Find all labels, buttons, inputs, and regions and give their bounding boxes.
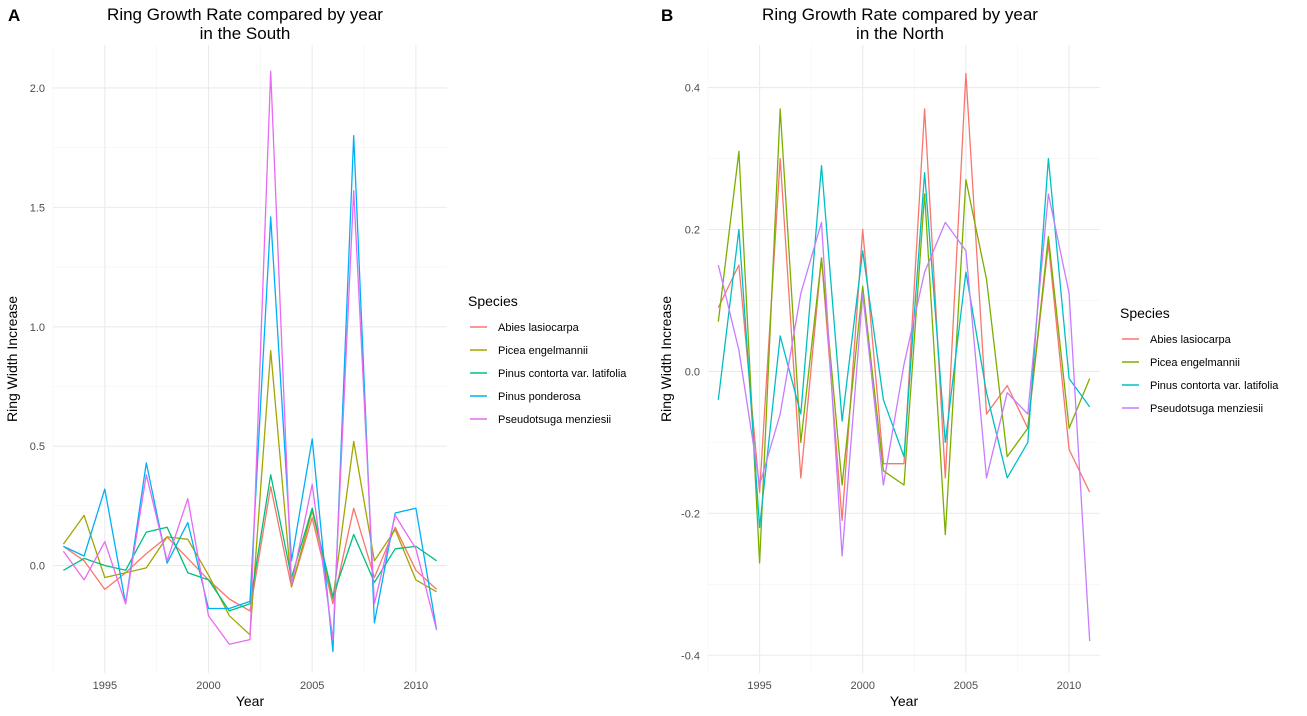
legend-label: Abies lasiocarpa [1150, 334, 1232, 346]
x-axis-title: Year [890, 693, 919, 709]
x-tick-label: 2010 [404, 680, 428, 692]
y-tick-label: 0.0 [685, 366, 700, 378]
y-tick-label: -0.2 [681, 508, 700, 520]
x-tick-label: 2005 [954, 680, 978, 692]
x-axis-title: Year [236, 693, 265, 709]
y-tick-label: 0.2 [685, 224, 700, 236]
panel-letter: B [661, 6, 673, 25]
series-line-pseudotsuga-menziesii [62, 70, 438, 645]
legend-label: Picea engelmannii [498, 345, 588, 357]
legend-label: Pinus contorta var. latifolia [1150, 380, 1279, 392]
legend-label: Abies lasiocarpa [498, 322, 580, 334]
x-tick-label: 2005 [300, 680, 324, 692]
chart-title-line: Ring Growth Rate compared by year [762, 5, 1038, 24]
series-line-pseudotsuga-menziesii [717, 193, 1091, 642]
chart-title-line: Ring Growth Rate compared by year [107, 5, 383, 24]
legend-label: Pinus contorta var. latifolia [498, 368, 627, 380]
x-tick-label: 1995 [93, 680, 117, 692]
y-tick-label: 0.0 [30, 561, 45, 573]
legend-label: Picea engelmannii [1150, 357, 1240, 369]
legend-label: Pseudotsuga menziesii [1150, 403, 1263, 415]
chart-title-line: in the North [856, 24, 944, 43]
y-tick-label: -0.4 [681, 650, 700, 662]
y-tick-label: 1.5 [30, 202, 45, 214]
legend-title: Species [468, 293, 518, 309]
legend: Species Abies lasiocarpa Picea engelmannii… [1120, 305, 1279, 415]
panel-a: 1995 2000 2005 2010 0.0 0.5 1.0 1.5 2.0 A Ring Gro… [4, 5, 627, 709]
y-tick-label: 1.0 [30, 322, 45, 334]
legend-title: Species [1120, 305, 1170, 321]
y-axis-title: Ring Width Increase [4, 296, 20, 422]
chart-title: Ring Growth Rate compared by year in the … [762, 5, 1038, 43]
x-tick-label: 1995 [747, 680, 771, 692]
x-tick-label: 2000 [850, 680, 874, 692]
panel-letter: A [8, 6, 20, 25]
y-tick-label: 2.0 [30, 83, 45, 95]
legend-label: Pinus ponderosa [498, 391, 581, 403]
y-axis-title: Ring Width Increase [658, 296, 674, 422]
legend: Species Abies lasiocarpa Picea engelmannii… [468, 293, 627, 426]
x-tick-label: 2000 [196, 680, 220, 692]
panel-b: 1995 2000 2005 2010 -0.4 -0.2 0.0 0.2 0.4 B Ring G… [658, 5, 1279, 709]
x-tick-label: 2010 [1057, 680, 1081, 692]
y-tick-label: 0.4 [685, 83, 700, 95]
series-line-pinus-contorta-var-latifolia [63, 474, 437, 612]
legend-label: Pseudotsuga menziesii [498, 414, 611, 426]
y-tick-label: 0.5 [30, 441, 45, 453]
series-line-pinus-contorta-var-latifolia [717, 157, 1091, 529]
series-line-picea-engelmannii [717, 108, 1091, 564]
chart-title-line: in the South [200, 24, 291, 43]
chart-title: Ring Growth Rate compared by year in the … [107, 5, 383, 43]
